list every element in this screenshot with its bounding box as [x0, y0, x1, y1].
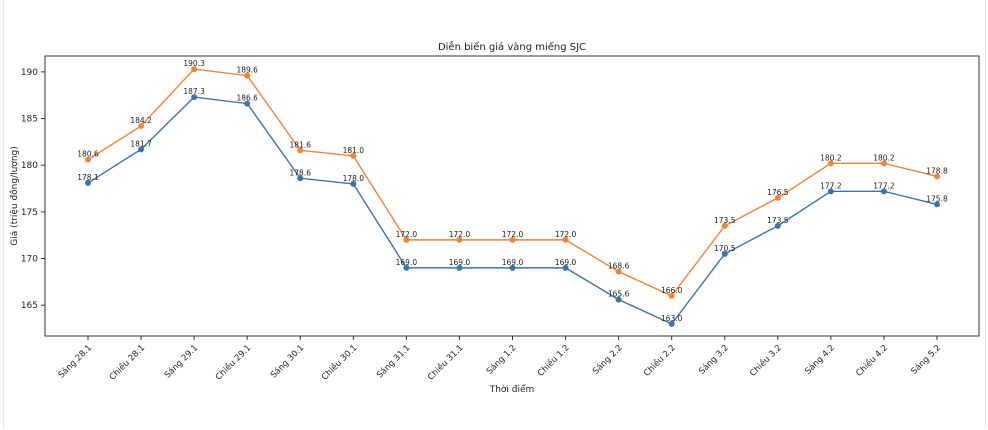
data-point	[297, 175, 304, 182]
data-point	[244, 72, 251, 79]
x-tick-label: Sáng 3.2	[697, 343, 731, 377]
data-label: 181.7	[130, 139, 152, 148]
data-point	[509, 236, 516, 243]
data-label: 168.6	[608, 262, 630, 271]
data-label: 178.1	[77, 173, 99, 182]
data-point	[138, 146, 145, 153]
data-label: 172.0	[502, 230, 524, 239]
x-tick-label: Chiều 29.1	[213, 342, 253, 382]
data-point	[562, 236, 569, 243]
data-label: 180.6	[77, 150, 99, 159]
data-label: 177.2	[820, 181, 842, 190]
data-point	[721, 250, 728, 257]
x-tick-label: Chiều 3.2	[747, 342, 783, 378]
data-point	[456, 264, 463, 271]
data-point	[191, 94, 198, 101]
x-tick-label: Chiều 2.2	[641, 342, 677, 378]
data-point	[297, 147, 304, 154]
y-tick-label: 165	[21, 301, 38, 311]
data-label: 163.0	[661, 314, 683, 323]
data-point	[509, 264, 516, 271]
data-label: 181.0	[343, 146, 365, 155]
chart-title: Diễn biến giá vàng miếng SJC	[438, 40, 586, 53]
data-point	[827, 160, 834, 167]
data-label: 169.0	[555, 258, 577, 267]
data-label: 173.5	[714, 216, 736, 225]
data-label: 186.6	[236, 94, 258, 103]
x-tick-label: Sáng 29.1	[163, 343, 200, 380]
data-point	[774, 222, 781, 229]
figure-frame	[3, 0, 986, 429]
x-tick-label: Sáng 4.2	[803, 343, 837, 377]
x-tick-label: Chiều 4.2	[854, 342, 890, 378]
x-tick-label: Chiều 30.1	[319, 342, 359, 382]
data-label: 172.0	[396, 230, 418, 239]
data-point	[615, 296, 622, 303]
data-label: 172.0	[449, 230, 471, 239]
x-tick-label: Chiều 1.2	[535, 342, 571, 378]
data-label: 184.2	[130, 116, 152, 125]
y-axis-label: Giá (triệu đồng/lượng)	[9, 146, 20, 246]
data-point	[880, 160, 887, 167]
x-tick-label: Sáng 2.2	[591, 343, 625, 377]
data-point	[934, 173, 940, 180]
x-tick-label: Chiều 28.1	[107, 342, 147, 382]
data-label: 187.3	[183, 87, 205, 96]
data-label: 169.0	[449, 258, 471, 267]
data-label: 175.8	[926, 194, 948, 203]
data-point	[880, 188, 887, 195]
data-point	[244, 100, 251, 107]
data-label: 178.8	[926, 166, 948, 175]
data-label: 180.2	[820, 153, 842, 162]
data-point	[668, 292, 675, 299]
data-point	[138, 123, 145, 129]
x-tick-label: Chiều 31.1	[425, 342, 465, 382]
y-tick-label: 190	[21, 68, 38, 78]
series-line-0	[87, 96, 938, 325]
data-point	[562, 264, 569, 271]
data-point	[456, 236, 463, 243]
plot-area	[44, 55, 980, 337]
data-point	[934, 201, 940, 208]
data-label: 169.0	[502, 258, 524, 267]
data-point	[403, 264, 410, 271]
x-tick-label: Sáng 31.1	[375, 343, 412, 380]
data-label: 189.6	[236, 66, 258, 75]
data-label: 172.0	[555, 230, 577, 239]
data-label: 173.5	[767, 216, 789, 225]
data-label: 181.6	[290, 140, 312, 149]
data-point	[774, 194, 781, 201]
x-tick-label: Sáng 28.1	[57, 343, 94, 380]
x-axis-label: Thời điểm	[489, 384, 535, 395]
data-point	[403, 236, 410, 243]
data-label: 166.0	[661, 286, 683, 295]
x-tick-label: Sáng 5.2	[909, 343, 943, 377]
data-point	[668, 320, 675, 327]
x-tick-label: Sáng 30.1	[269, 343, 306, 380]
data-label: 180.2	[873, 153, 895, 162]
y-tick-label: 185	[21, 115, 38, 125]
y-tick-label: 175	[21, 208, 38, 218]
data-label: 165.6	[608, 290, 630, 299]
data-point	[350, 152, 357, 159]
data-point	[85, 179, 91, 186]
data-label: 177.2	[873, 181, 895, 190]
data-point	[350, 180, 357, 187]
data-label: 178.0	[343, 174, 365, 183]
data-label: 176.5	[767, 188, 789, 197]
data-point	[721, 222, 728, 229]
data-point	[827, 188, 834, 195]
data-label: 170.5	[714, 244, 736, 253]
y-tick-label: 170	[21, 255, 38, 265]
data-label: 190.3	[183, 59, 205, 68]
data-label: 169.0	[396, 258, 418, 267]
data-label: 178.6	[290, 168, 312, 177]
x-tick-label: Sáng 1.2	[485, 343, 519, 377]
data-point	[85, 156, 91, 163]
data-point	[191, 66, 198, 73]
y-tick-label: 180	[21, 161, 38, 171]
data-point	[615, 268, 622, 275]
